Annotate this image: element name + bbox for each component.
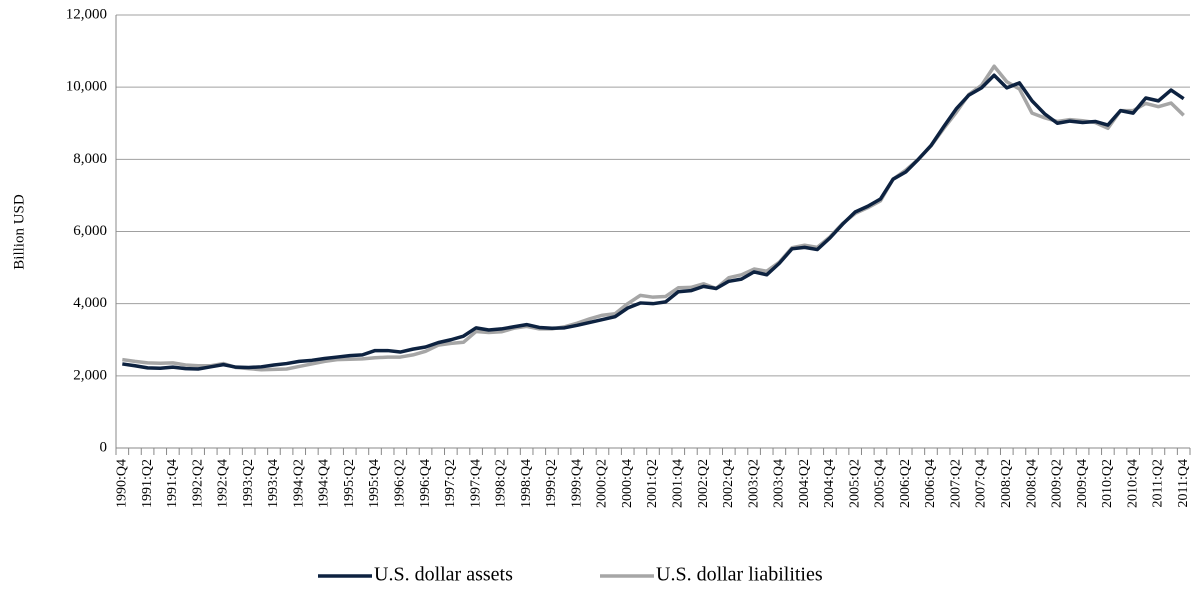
x-tick-label: 2002:Q4 — [721, 459, 736, 508]
x-tick-label: 2001:Q4 — [670, 459, 685, 508]
x-tick-label: 2005:Q2 — [847, 459, 862, 508]
x-tick-label: 2007:Q4 — [974, 459, 989, 508]
x-tick-label: 1996:Q2 — [393, 459, 408, 508]
legend-label: U.S. dollar liabilities — [656, 564, 823, 586]
series-line — [122, 64, 1185, 372]
y-tick-label: 12,000 — [66, 6, 107, 22]
x-tick-label: 1991:Q4 — [165, 459, 180, 508]
x-tick-label: 1995:Q4 — [367, 459, 382, 508]
x-tick-label: 2008:Q2 — [999, 459, 1014, 508]
x-tick-label: 1990:Q4 — [115, 459, 130, 508]
x-tick-label: 1992:Q4 — [216, 459, 231, 508]
x-tick-label: 1998:Q2 — [494, 459, 509, 508]
y-tick-label: 4,000 — [73, 295, 107, 311]
x-tick-label: 2001:Q2 — [645, 459, 660, 508]
x-tick-label: 2002:Q2 — [696, 459, 711, 508]
x-tick-label: 1993:Q4 — [266, 459, 281, 508]
x-tick-label: 2000:Q4 — [620, 459, 635, 508]
y-tick-label: 6,000 — [73, 223, 107, 239]
x-tick-label: 1997:Q4 — [468, 459, 483, 508]
y-tick-label: 8,000 — [73, 151, 107, 167]
legend-label: U.S. dollar assets — [374, 564, 513, 586]
x-tick-label: 1991:Q2 — [140, 459, 155, 508]
y-tick-label: 0 — [100, 439, 108, 455]
x-tick-label: 1999:Q4 — [569, 459, 584, 508]
x-tick-label: 1996:Q4 — [418, 459, 433, 508]
x-tick-label: 2011:Q2 — [1151, 459, 1166, 507]
y-axis-label: Billion USD — [11, 194, 27, 270]
x-tick-label: 2010:Q4 — [1125, 459, 1140, 508]
x-tick-label: 1997:Q2 — [443, 459, 458, 508]
x-tick-label: 2003:Q2 — [746, 459, 761, 508]
x-tick-label: 2004:Q4 — [822, 459, 837, 508]
x-tick-label: 2006:Q2 — [898, 459, 913, 508]
x-tick-label: 2007:Q2 — [948, 459, 963, 508]
x-tick-label: 2010:Q2 — [1100, 459, 1115, 508]
x-tick-label: 2004:Q2 — [797, 459, 812, 508]
x-tick-label: 2000:Q2 — [595, 459, 610, 508]
x-tick-label: 1994:Q4 — [317, 459, 332, 508]
y-tick-label: 2,000 — [73, 367, 107, 383]
x-tick-label: 2009:Q4 — [1075, 459, 1090, 508]
x-tick-label: 1993:Q2 — [241, 459, 256, 508]
x-tick-label: 1998:Q4 — [519, 459, 534, 508]
x-tick-label: 1995:Q2 — [342, 459, 357, 508]
x-tick-label: 2009:Q2 — [1050, 459, 1065, 508]
x-tick-label: 2006:Q4 — [923, 459, 938, 508]
y-tick-label: 10,000 — [66, 79, 107, 95]
x-tick-label: 2005:Q4 — [873, 459, 888, 508]
series-line — [122, 73, 1185, 371]
x-tick-label: 2008:Q4 — [1024, 459, 1039, 508]
x-tick-label: 1994:Q2 — [291, 459, 306, 508]
x-tick-label: 2011:Q4 — [1176, 459, 1191, 507]
x-tick-label: 1992:Q2 — [190, 459, 205, 508]
x-tick-label: 2003:Q4 — [772, 459, 787, 508]
x-tick-label: 1999:Q2 — [544, 459, 559, 508]
